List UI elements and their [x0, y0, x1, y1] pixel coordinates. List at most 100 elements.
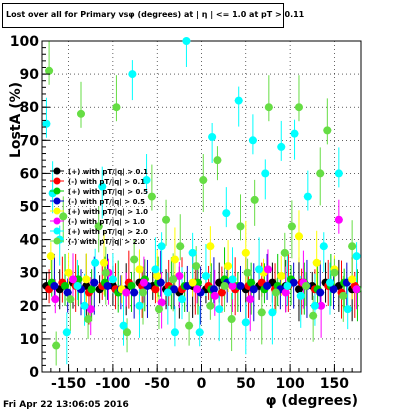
data-point [213, 156, 222, 165]
data-point [90, 278, 99, 287]
data-point [339, 291, 348, 300]
data-point [64, 268, 73, 277]
data-point [277, 272, 286, 281]
legend-entry: (+) with pT/|q| > 0.5 [68, 188, 148, 197]
data-point [215, 305, 224, 314]
data-point [188, 278, 197, 287]
x-tick-label: 0 [197, 376, 207, 392]
x-tick-label: 100 [275, 376, 304, 392]
data-point [154, 305, 163, 314]
data-point [255, 265, 264, 274]
data-point [352, 285, 361, 294]
chart-title: Lost over all for Primary vsφ (degrees) … [6, 10, 305, 19]
data-point [87, 285, 96, 294]
data-point [330, 268, 339, 277]
data-point [147, 192, 156, 201]
data-point [263, 281, 272, 290]
data-point [130, 255, 139, 264]
data-point [185, 321, 194, 330]
data-point [127, 281, 136, 290]
legend-entry: (-) with pT/|q| > 0.1 [68, 178, 145, 187]
data-point [192, 262, 201, 271]
legend-entry: (-) with pT/|q| > 2.0 [68, 238, 145, 247]
data-point [139, 288, 148, 297]
data-point [201, 272, 210, 281]
data-point [264, 103, 273, 112]
data-point [42, 119, 51, 128]
data-point [263, 265, 272, 274]
y-axis-title: LostA (%) [8, 82, 24, 158]
data-point [319, 242, 328, 251]
data-point [277, 142, 286, 151]
x-tick-label: 50 [236, 376, 256, 392]
data-point [317, 301, 326, 310]
data-point [241, 248, 250, 257]
data-point [169, 275, 178, 284]
data-point [348, 242, 357, 251]
legend-entry: (+) with pT/|q| > 1.0 [68, 208, 148, 217]
data-point [176, 242, 185, 251]
legend-marker [53, 187, 61, 195]
legend-marker [53, 197, 61, 205]
data-point [348, 275, 357, 284]
timestamp-footer: Fri Apr 22 13:06:05 2016 [3, 400, 129, 410]
y-tick-label: 90 [20, 67, 40, 83]
data-point [139, 278, 148, 287]
data-point [280, 248, 289, 257]
legend-marker [53, 217, 61, 225]
data-point [52, 341, 61, 350]
data-point [312, 258, 321, 267]
data-point [123, 328, 132, 337]
data-point [98, 182, 107, 191]
data-point [91, 258, 100, 267]
data-point [73, 281, 82, 290]
data-point [217, 288, 226, 297]
legend-entry: (+) with pT/|q| > 0.1 [68, 168, 148, 177]
y-tick-label: 10 [20, 332, 40, 348]
data-point [334, 215, 343, 224]
data-point [209, 285, 218, 294]
data-point [268, 308, 277, 317]
data-point [302, 281, 311, 290]
data-point [248, 136, 257, 145]
legend-marker [53, 167, 61, 175]
data-point [290, 129, 299, 138]
data-point [175, 272, 184, 281]
data-point [156, 278, 165, 287]
data-point [69, 275, 78, 284]
data-point [294, 285, 303, 294]
data-point [224, 262, 233, 271]
data-point [46, 252, 55, 261]
data-point [135, 301, 144, 310]
data-point [62, 328, 71, 337]
data-point [130, 288, 139, 297]
data-point [303, 192, 312, 201]
data-point [283, 281, 292, 290]
data-point [199, 176, 208, 185]
legend-entry: (-) with pT/|q| > 0.5 [68, 198, 145, 207]
data-point [325, 278, 334, 287]
x-axis-title: φ (degrees) [266, 393, 358, 409]
data-point [163, 288, 172, 297]
data-point [294, 232, 303, 241]
data-point [157, 298, 166, 307]
data-point [119, 321, 128, 330]
data-point [206, 301, 215, 310]
legend-marker [53, 227, 61, 235]
data-point [61, 281, 70, 290]
legend-marker [53, 237, 61, 245]
data-point [220, 281, 229, 290]
data-point [178, 295, 187, 304]
data-point [228, 275, 237, 284]
data-point [352, 252, 361, 261]
data-point [222, 209, 231, 218]
data-point [45, 66, 54, 75]
data-point [157, 242, 166, 251]
data-point [76, 109, 85, 118]
data-point [51, 295, 60, 304]
data-point [82, 275, 91, 284]
data-point [309, 311, 318, 320]
data-point [249, 285, 258, 294]
legend: (+) with pT/|q| > 0.1(-) with pT/|q| > 0… [50, 167, 148, 247]
